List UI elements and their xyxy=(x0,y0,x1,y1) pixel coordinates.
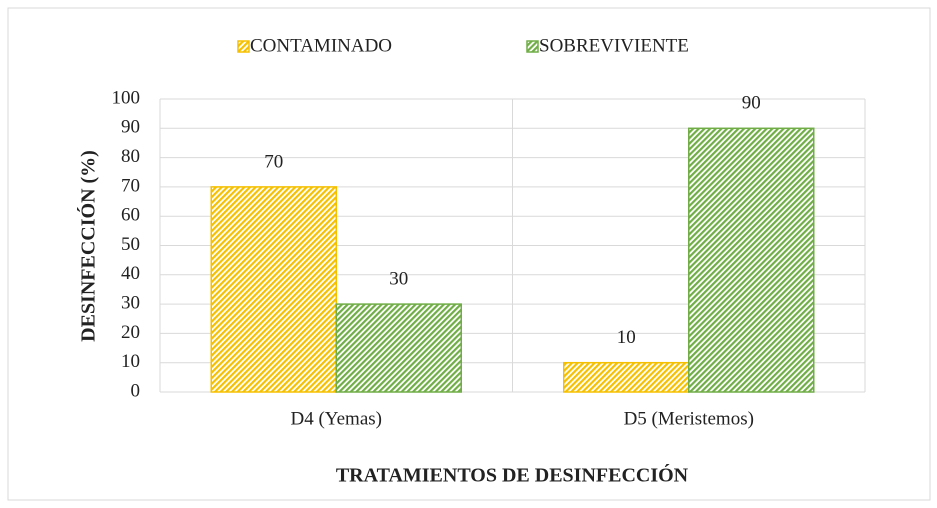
y-tick-label: 80 xyxy=(121,146,140,167)
y-tick-label: 40 xyxy=(121,263,140,284)
x-tick-label: D5 (Meristemos) xyxy=(624,408,754,429)
x-axis-label: TRATAMIENTOS DE DESINFECCIÓN xyxy=(336,463,689,487)
bar xyxy=(563,361,690,393)
bar xyxy=(210,186,337,393)
y-tick-label: 60 xyxy=(121,205,140,226)
data-label: 10 xyxy=(617,327,636,348)
bar xyxy=(688,127,815,393)
y-tick-label: 30 xyxy=(121,292,140,313)
y-tick-label: 0 xyxy=(131,380,141,401)
data-label: 30 xyxy=(389,268,408,289)
y-tick-label: 100 xyxy=(112,87,141,108)
legend-label: SOBREVIVIENTE xyxy=(539,35,689,56)
y-tick-label: 50 xyxy=(121,234,140,255)
y-tick-label: 90 xyxy=(121,117,140,138)
data-label: 90 xyxy=(742,93,761,114)
legend-label: CONTAMINADO xyxy=(250,35,392,56)
y-tick-label: 10 xyxy=(121,351,140,372)
y-axis-label: DESINFECCIÓN (%) xyxy=(76,150,100,342)
y-tick-label: 20 xyxy=(121,322,140,343)
data-label: 70 xyxy=(264,151,283,172)
y-tick-label: 70 xyxy=(121,175,140,196)
legend-swatch xyxy=(237,40,250,53)
bar xyxy=(335,303,462,393)
x-tick-label: D4 (Yemas) xyxy=(291,408,382,429)
legend-swatch xyxy=(526,40,539,53)
